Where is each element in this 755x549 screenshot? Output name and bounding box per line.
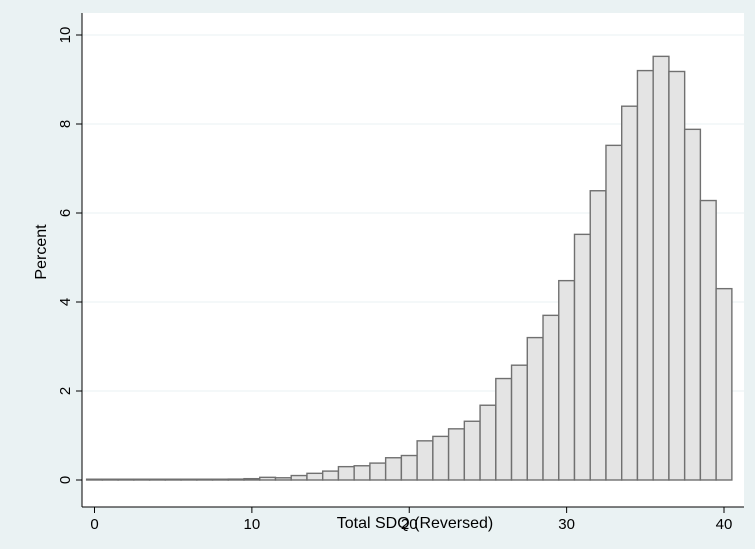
- bar: [652, 55, 670, 481]
- bar: [605, 144, 623, 481]
- bar: [337, 465, 355, 481]
- bar: [432, 435, 450, 481]
- bar: [495, 377, 513, 481]
- y-tick-label: 8: [57, 120, 74, 128]
- bar: [589, 190, 607, 481]
- bar: [526, 336, 544, 481]
- bar: [479, 404, 497, 481]
- axes: [81, 13, 744, 508]
- bar: [290, 474, 308, 481]
- bar: [321, 470, 340, 481]
- y-tick-label: 10: [57, 27, 74, 44]
- bar: [400, 454, 418, 481]
- x-axis-title: Total SDQ (Reversed): [337, 515, 494, 532]
- bar: [369, 462, 387, 481]
- bar: [715, 287, 733, 481]
- bar: [510, 364, 528, 481]
- bar: [683, 128, 702, 481]
- bar: [463, 420, 481, 481]
- x-tick-label: 40: [716, 516, 733, 533]
- bar: [180, 478, 198, 481]
- bar: [416, 440, 434, 481]
- y-tick-label: 2: [57, 387, 74, 395]
- y-tick-label: 4: [57, 298, 74, 306]
- x-tick-label: 30: [558, 516, 575, 533]
- bar: [117, 478, 135, 481]
- bar: [164, 478, 182, 481]
- bar: [133, 478, 151, 481]
- x-tick-label: 0: [90, 516, 98, 533]
- bar: [636, 69, 654, 481]
- bar: [148, 478, 167, 481]
- x-axis-ticks: 0 10 20 30 40: [90, 507, 732, 533]
- bar: [558, 279, 576, 481]
- bar: [243, 477, 261, 481]
- y-axis-title: Percent: [33, 224, 50, 280]
- y-tick-label: 6: [57, 209, 74, 217]
- bar: [85, 478, 104, 481]
- bar: [668, 70, 686, 481]
- bar: [447, 428, 466, 481]
- bar: [621, 105, 639, 481]
- bar: [306, 472, 324, 481]
- histogram-bars: [85, 55, 733, 481]
- x-tick-label: 10: [244, 516, 261, 533]
- bar: [196, 478, 214, 481]
- y-axis-ticks: 0 2 4 6 8 10: [57, 27, 82, 484]
- bar: [259, 476, 277, 481]
- bar: [384, 457, 403, 481]
- bar: [211, 478, 229, 481]
- x-tick-label: 20: [401, 516, 418, 533]
- bar: [353, 465, 371, 481]
- bar: [573, 233, 591, 481]
- bar: [227, 478, 245, 481]
- bar: [274, 477, 292, 481]
- bar: [699, 199, 717, 481]
- bar: [542, 314, 560, 481]
- bar: [101, 478, 119, 481]
- y-tick-label: 0: [57, 476, 74, 484]
